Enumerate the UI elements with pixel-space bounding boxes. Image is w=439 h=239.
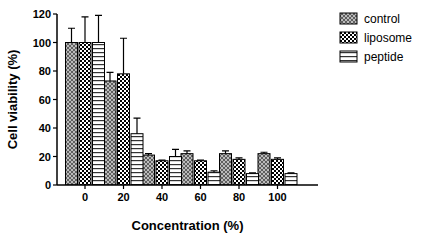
error-bar — [211, 171, 218, 172]
error-bar — [236, 158, 243, 159]
error-bar — [249, 172, 256, 174]
x-tick-label: 60 — [194, 191, 206, 203]
y-tick — [53, 99, 57, 100]
x-tick — [238, 185, 239, 189]
legend-label: liposome — [364, 31, 412, 45]
x-tick-label: 40 — [156, 191, 168, 203]
y-axis-title: Cell viability (%) — [5, 50, 20, 150]
x-tick-label: 20 — [117, 191, 129, 203]
x-axis — [57, 184, 318, 186]
y-tick — [53, 156, 57, 157]
y-tick-label: 120 — [33, 8, 51, 20]
chart: 0 20 40 60 80 100 120 0 20 40 60 80 100 Concentration… — [0, 0, 439, 239]
bar — [131, 134, 143, 185]
error-bar — [107, 72, 114, 81]
y-tick — [53, 70, 57, 71]
x-tick — [161, 185, 162, 189]
bar — [181, 154, 193, 185]
legend-label: peptide — [364, 50, 404, 64]
error-bar — [82, 17, 89, 43]
y-tick — [53, 13, 57, 14]
y-tick-label: 60 — [39, 94, 51, 106]
y-tick-label: 0 — [45, 179, 51, 191]
x-tick-label: 100 — [268, 191, 286, 203]
error-bar — [197, 159, 204, 161]
x-axis-title: Concentration (%) — [132, 218, 244, 233]
bar — [220, 154, 232, 185]
x-tick-label: 0 — [82, 191, 88, 203]
y-tick — [53, 184, 57, 185]
legend-swatch — [340, 51, 357, 62]
y-tick-label: 100 — [33, 37, 51, 49]
error-bar — [288, 172, 295, 174]
bar — [195, 161, 207, 185]
bar — [66, 43, 78, 186]
bar — [285, 174, 297, 185]
bar — [104, 81, 116, 185]
error-bar — [95, 15, 102, 42]
bar — [272, 159, 284, 185]
error-bar — [134, 118, 141, 134]
x-tick — [200, 185, 201, 189]
error-bar — [159, 159, 166, 161]
chart-container: 0 20 40 60 80 100 120 0 20 40 60 80 100 Concentration… — [0, 0, 439, 239]
x-tick — [277, 185, 278, 189]
bars — [66, 15, 298, 185]
y-tick-label: 20 — [39, 151, 51, 163]
error-bar — [120, 38, 127, 74]
legend-swatch — [340, 32, 357, 43]
legend: control liposome peptide — [340, 12, 412, 64]
bar — [170, 157, 182, 186]
bar — [156, 161, 168, 185]
bar — [143, 155, 155, 185]
legend-label: control — [364, 12, 400, 26]
y-tick-label: 80 — [39, 65, 51, 77]
error-bar — [274, 158, 281, 159]
y-tick — [53, 127, 57, 128]
error-bar — [222, 151, 229, 154]
bar — [118, 74, 130, 185]
bar — [247, 174, 259, 185]
bar — [233, 159, 245, 185]
bar — [93, 43, 105, 186]
error-bar — [172, 149, 179, 156]
bar — [258, 154, 270, 185]
error-bar — [145, 154, 152, 155]
x-tick — [123, 185, 124, 189]
y-tick-label: 40 — [39, 122, 51, 134]
error-bar — [261, 152, 268, 153]
legend-swatch — [340, 13, 357, 24]
x-tick — [84, 185, 85, 189]
x-tick-label: 80 — [233, 191, 245, 203]
bar — [79, 43, 91, 186]
error-bar — [68, 28, 75, 42]
y-tick — [53, 42, 57, 43]
bar — [208, 172, 220, 185]
error-bar — [184, 151, 191, 154]
